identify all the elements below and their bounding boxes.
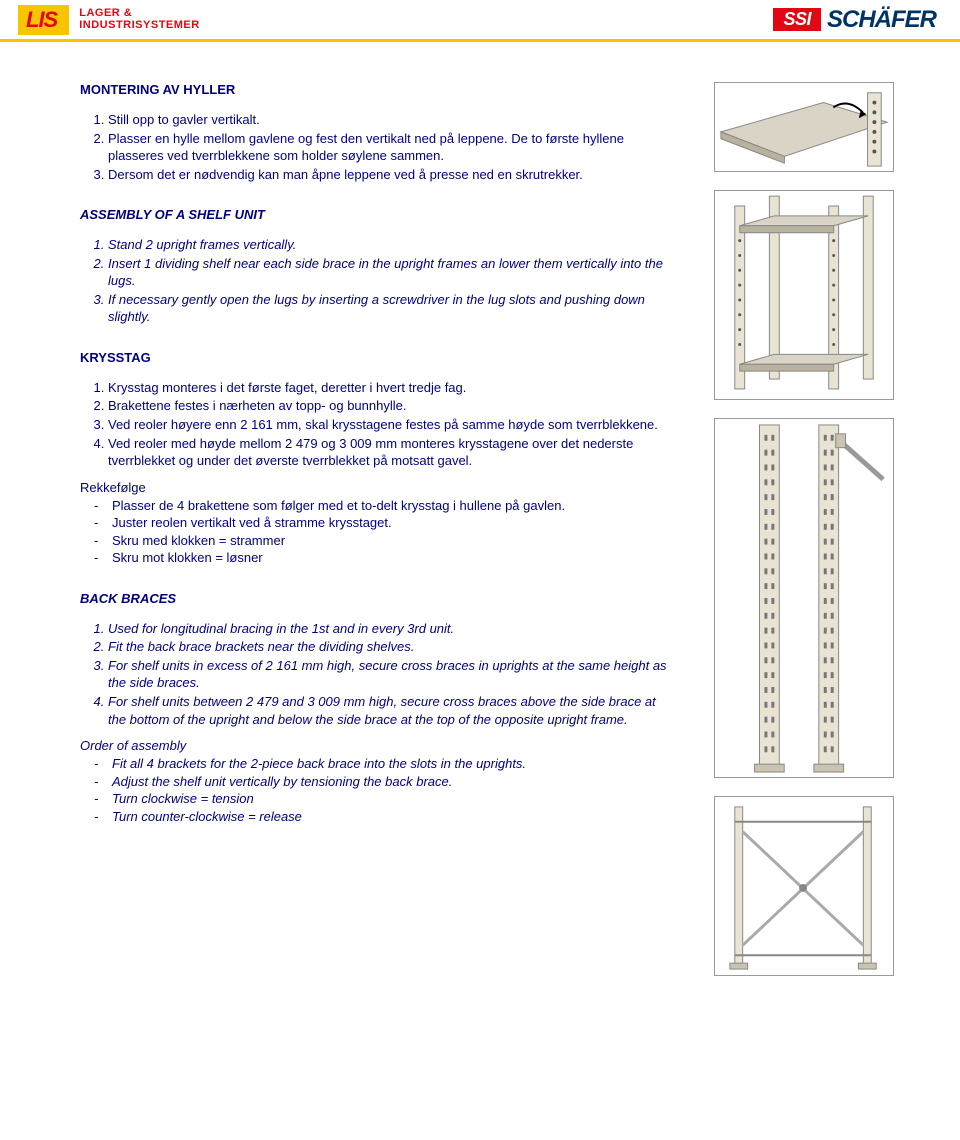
list-item: Krysstag monteres i det første faget, de… [108, 379, 674, 397]
page-content: MONTERING AV HYLLER Still opp to gavler … [0, 42, 960, 976]
lis-tag-2: INDUSTRISYSTEMER [79, 20, 199, 32]
dash-item: -Turn counter-clockwise = release [94, 808, 674, 826]
list-item: Used for longitudinal bracing in the 1st… [108, 620, 674, 638]
heading-backbraces: BACK BRACES [80, 591, 674, 606]
list-item: Still opp to gavler vertikalt. [108, 111, 674, 129]
dash-list-order: -Fit all 4 brackets for the 2-piece back… [80, 755, 674, 825]
dash-item: -Plasser de 4 brakettene som følger med … [94, 497, 674, 515]
list-item: Ved reoler med høyde mellom 2 479 og 3 0… [108, 435, 674, 470]
logo-schafer: SSI SCHÄFER [773, 6, 936, 34]
text-column: MONTERING AV HYLLER Still opp to gavler … [80, 82, 674, 976]
subheading-order: Order of assembly [80, 738, 674, 753]
dash-item: -Adjust the shelf unit vertically by ten… [94, 773, 674, 791]
illustration-column [704, 82, 904, 976]
list-item: Insert 1 dividing shelf near each side b… [108, 255, 674, 290]
illustration-shelf-unit [714, 190, 894, 400]
illustration-cross-brace [714, 796, 894, 976]
subheading-rekkefolge: Rekkefølge [80, 480, 674, 495]
section-krysstag: KRYSSTAG Krysstag monteres i det første … [80, 350, 674, 567]
heading-assembly: ASSEMBLY OF A SHELF UNIT [80, 207, 674, 222]
dash-item: -Skru mot klokken = løsner [94, 549, 674, 567]
header-bar: LIS LAGER & INDUSTRISYSTEMER SSI SCHÄFER [0, 0, 960, 42]
lis-tagline: LAGER & INDUSTRISYSTEMER [79, 8, 199, 31]
list-item: Stand 2 upright frames vertically. [108, 236, 674, 254]
list-item: Fit the back brace brackets near the div… [108, 638, 674, 656]
list-assembly: Stand 2 upright frames vertically. Inser… [80, 236, 674, 326]
dash-item: -Juster reolen vertikalt ved å stramme k… [94, 514, 674, 532]
list-item: Dersom det er nødvendig kan man åpne lep… [108, 166, 674, 184]
heading-montering: MONTERING AV HYLLER [80, 82, 674, 97]
list-backbraces: Used for longitudinal bracing in the 1st… [80, 620, 674, 728]
illustration-shelf-corner [714, 82, 894, 172]
lis-logo-box: LIS [18, 5, 69, 35]
list-montering: Still opp to gavler vertikalt. Plasser e… [80, 111, 674, 183]
lis-tag-1: LAGER & [79, 8, 199, 20]
list-item: For shelf units between 2 479 and 3 009 … [108, 693, 674, 728]
list-item: Ved reoler høyere enn 2 161 mm, skal kry… [108, 416, 674, 434]
illustration-brace-detail [714, 418, 894, 778]
section-assembly: ASSEMBLY OF A SHELF UNIT Stand 2 upright… [80, 207, 674, 326]
dash-item: -Skru med klokken = strammer [94, 532, 674, 550]
heading-krysstag: KRYSSTAG [80, 350, 674, 365]
list-item: Brakettene festes i nærheten av topp- og… [108, 397, 674, 415]
list-item: For shelf units in excess of 2 161 mm hi… [108, 657, 674, 692]
section-montering: MONTERING AV HYLLER Still opp to gavler … [80, 82, 674, 183]
section-backbraces: BACK BRACES Used for longitudinal bracin… [80, 591, 674, 825]
list-item: Plasser en hylle mellom gavlene og fest … [108, 130, 674, 165]
list-item: If necessary gently open the lugs by ins… [108, 291, 674, 326]
dash-item: -Fit all 4 brackets for the 2-piece back… [94, 755, 674, 773]
dash-list-rekkefolge: -Plasser de 4 brakettene som følger med … [80, 497, 674, 567]
ssi-box: SSI [773, 8, 821, 31]
logo-lis: LIS LAGER & INDUSTRISYSTEMER [18, 5, 200, 35]
dash-item: -Turn clockwise = tension [94, 790, 674, 808]
list-krysstag: Krysstag monteres i det første faget, de… [80, 379, 674, 470]
schafer-text: SCHÄFER [827, 6, 936, 34]
